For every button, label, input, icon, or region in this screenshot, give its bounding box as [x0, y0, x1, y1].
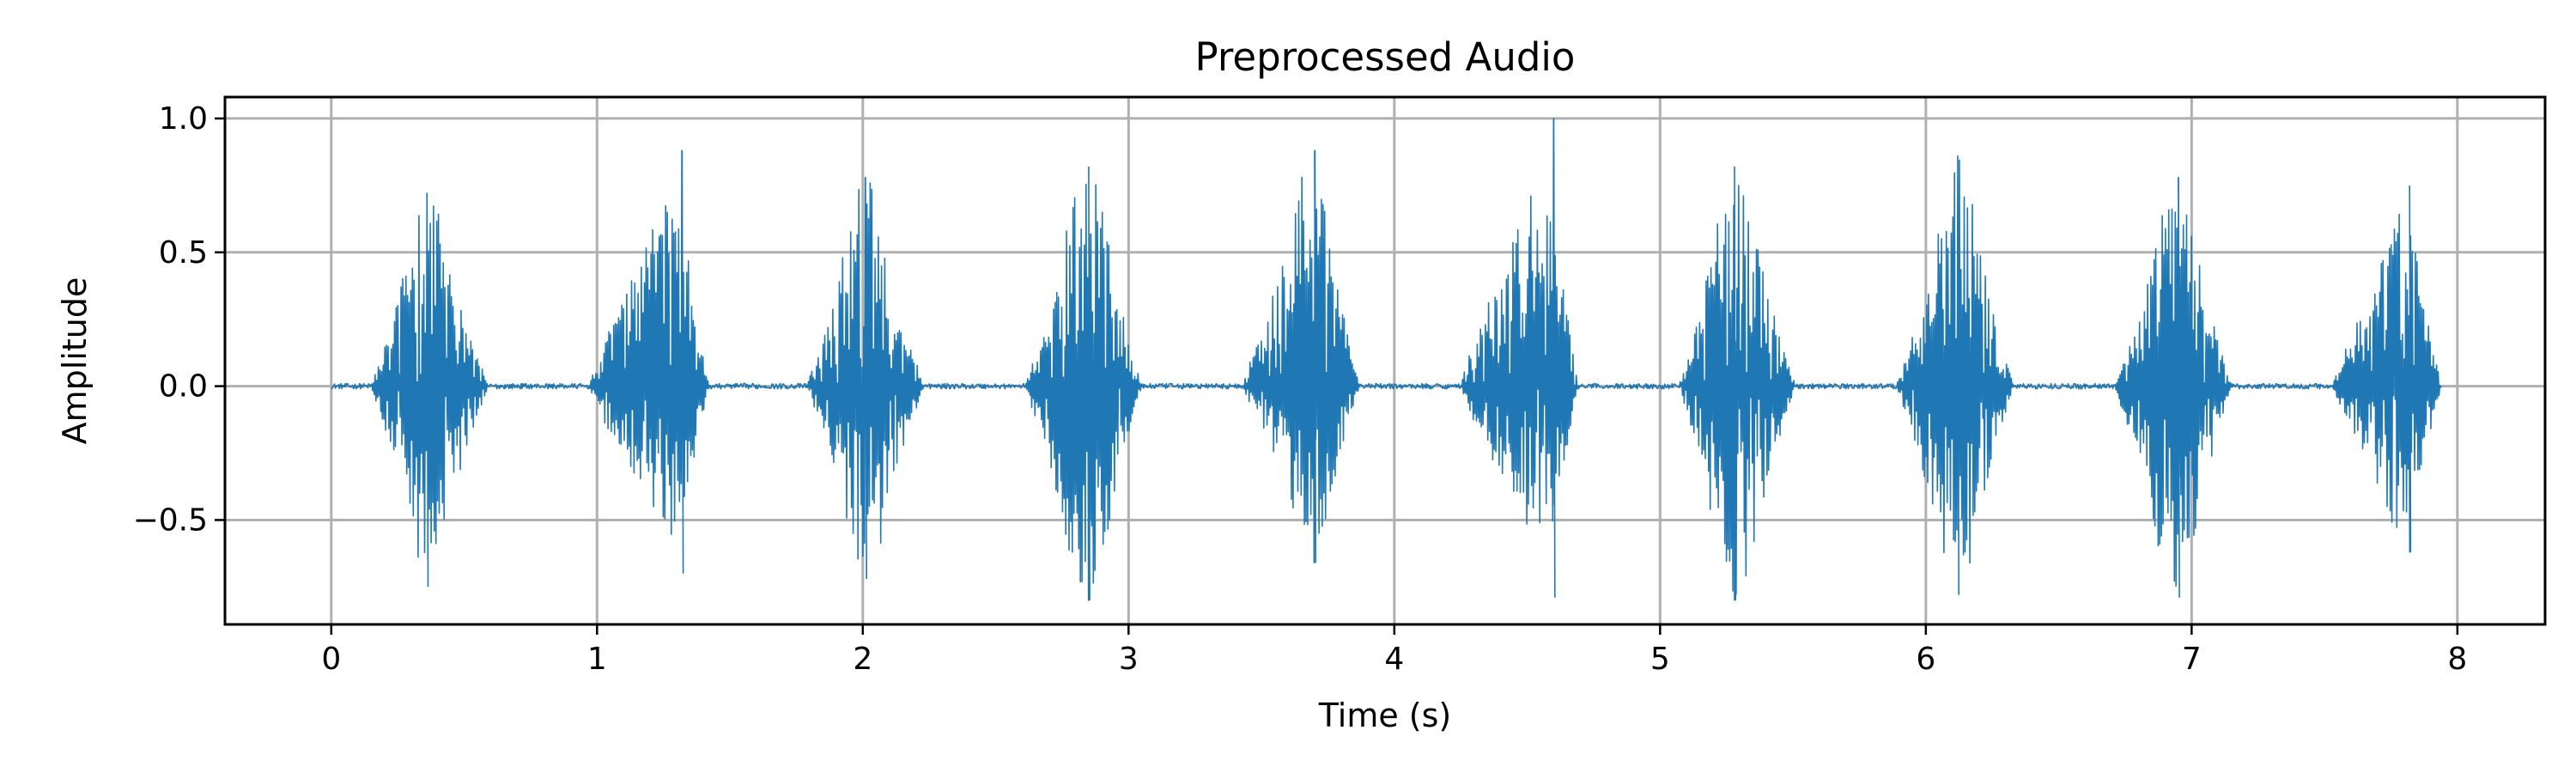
x-tick-label: 4 — [1384, 642, 1404, 677]
x-tick-label: 7 — [2182, 642, 2202, 677]
x-tick-label: 5 — [1650, 642, 1670, 677]
y-tick-label: 0.5 — [159, 235, 208, 271]
x-tick-label: 0 — [321, 642, 341, 677]
x-tick-label: 6 — [1916, 642, 1935, 677]
x-tick-label: 1 — [587, 642, 607, 677]
axes-frame — [223, 95, 2547, 626]
y-tick-label: −0.5 — [133, 502, 208, 538]
waveform-line — [331, 118, 2442, 601]
y-tick-label: 1.0 — [159, 101, 208, 137]
y-axis-label: Amplitude — [56, 277, 94, 445]
x-axis: 0 1 2 3 4 5 6 7 8 — [321, 624, 2467, 677]
y-axis: −0.5 0.0 0.5 1.0 — [133, 101, 225, 538]
x-tick-label: 2 — [853, 642, 872, 677]
x-tick-label: 8 — [2447, 642, 2467, 677]
x-tick-label: 3 — [1119, 642, 1139, 677]
plot-area — [331, 118, 2442, 601]
y-tick-label: 0.0 — [159, 369, 208, 405]
x-axis-label: Time (s) — [1318, 697, 1452, 734]
chart-title: Preprocessed Audio — [1195, 34, 1576, 80]
